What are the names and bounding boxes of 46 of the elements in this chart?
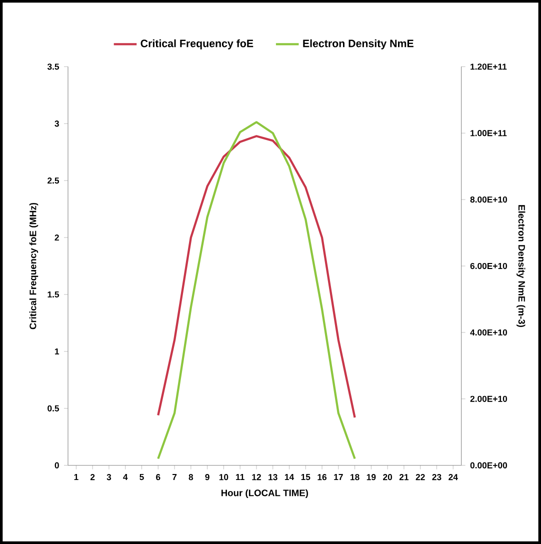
y-tick-label: 2 (54, 234, 59, 241)
x-tick-label: 4 (123, 474, 128, 480)
line-series (157, 121, 356, 460)
y-tick-label: 1 (55, 348, 60, 354)
y2-tick-label: 1.00E+11 (470, 130, 507, 136)
x-tick-label: 24 (448, 474, 458, 480)
x-tick-label: 22 (416, 474, 425, 480)
x-tick-label: 7 (172, 474, 177, 480)
y-tick-label: 0 (54, 462, 59, 468)
y-axis-title: Critical Frequency foE (MHz) (29, 202, 38, 330)
y2-tick-label: 0.00E+00 (470, 462, 508, 468)
x-tick-label: 20 (383, 474, 392, 480)
x-tick-label: 18 (350, 474, 360, 480)
y-tick-label: 2.5 (48, 178, 60, 184)
x-tick-label: 9 (205, 474, 210, 480)
legend-label: Electron Density NmE (303, 39, 414, 50)
y-tick-label: 3.5 (47, 64, 60, 70)
x-tick-label: 17 (334, 474, 343, 480)
line-series (157, 135, 356, 419)
x-tick-label: 11 (236, 474, 244, 480)
x-tick-label: 19 (366, 474, 376, 480)
y2-tick-label: 2.00E+10 (470, 396, 508, 402)
x-axis-title: Hour (LOCAL TIME) (221, 489, 308, 498)
x-tick-label: 12 (252, 474, 261, 480)
x-tick-label: 16 (318, 474, 327, 480)
y2-tick-label: 6.00E+10 (470, 262, 508, 270)
x-tick-label: 23 (432, 474, 442, 480)
y2-tick-label: 4.00E+10 (470, 329, 508, 336)
x-tick-label: 15 (301, 474, 310, 480)
x-tick-label: 8 (188, 474, 194, 480)
x-tick-label: 13 (268, 474, 278, 480)
y-tick-label: 0.5 (48, 405, 60, 412)
x-tick-label: 14 (284, 474, 294, 480)
x-tick-label: 2 (90, 474, 95, 480)
x-tick-label: 6 (156, 474, 160, 480)
x-tick-label: 10 (219, 474, 228, 480)
x-tick-label: 5 (140, 474, 144, 480)
legend-label: Critical Frequency foE (140, 39, 254, 50)
y2-tick-label: 1.20E+11 (470, 64, 507, 70)
y-tick-label: 1.5 (48, 291, 60, 298)
y2-axis-title: Electron Density NmE (m-3) (516, 205, 526, 327)
y-tick-label: 3 (54, 120, 59, 127)
x-tick-label: 1 (74, 474, 78, 480)
x-tick-label: 3 (106, 474, 112, 480)
y2-tick-label: 8.00E+10 (470, 196, 508, 203)
x-tick-label: 21 (399, 474, 409, 480)
